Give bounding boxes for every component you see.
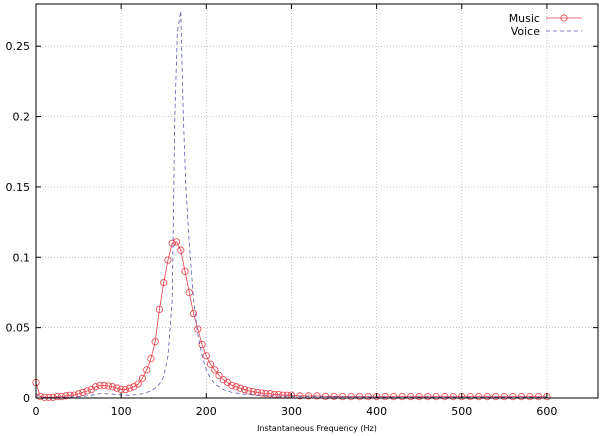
data-point-music — [266, 390, 274, 398]
data-point-music — [164, 256, 172, 264]
data-point-music — [330, 392, 338, 400]
data-point-music — [36, 392, 44, 401]
data-point-music — [104, 382, 112, 390]
series-line-voice — [36, 10, 547, 398]
data-point-music — [432, 392, 440, 401]
data-point-music — [151, 338, 159, 346]
data-point-music — [177, 246, 185, 254]
x-tick-label: 100 — [111, 405, 132, 418]
axis-ticks: 0 100 200 300 400 500 600 0 0.05 0.1 0.15 0.2 0.25 — [6, 4, 598, 418]
series-lines — [32, 10, 551, 401]
legend-marker-music — [560, 14, 568, 22]
data-point-music — [364, 392, 372, 401]
x-tick-label: 400 — [366, 405, 387, 418]
data-point-music — [189, 309, 198, 318]
data-point-music — [534, 392, 542, 401]
data-point-music — [262, 390, 270, 398]
x-tick-label: 300 — [281, 405, 302, 418]
data-point-music — [168, 239, 176, 247]
data-point-music — [500, 392, 508, 401]
data-point-music — [526, 392, 534, 401]
data-point-music — [304, 392, 313, 400]
data-point-music — [313, 392, 321, 400]
data-point-music — [241, 385, 249, 394]
y-tick-label: 0.1 — [13, 251, 31, 264]
data-point-music — [296, 392, 304, 400]
data-point-music — [441, 392, 449, 401]
data-point-music — [517, 392, 525, 401]
data-point-music — [236, 384, 244, 392]
data-point-music — [258, 389, 266, 397]
data-point-music — [338, 392, 347, 401]
y-tick-label: 0.25 — [6, 40, 31, 53]
data-point-music — [172, 238, 181, 246]
legend: Music Voice — [509, 12, 582, 38]
data-point-music — [113, 384, 121, 392]
legend-label-music: Music — [509, 12, 540, 25]
grid-lines — [36, 4, 598, 398]
x-tick-label: 600 — [536, 405, 557, 418]
data-point-music — [194, 325, 202, 333]
y-tick-label: 0.15 — [6, 181, 31, 194]
data-point-music — [198, 340, 206, 349]
data-point-music — [228, 381, 236, 389]
data-point-music — [245, 387, 253, 395]
data-point-music — [415, 392, 423, 401]
series-line-music — [36, 241, 547, 398]
data-point-music — [134, 380, 142, 388]
data-point-music — [62, 392, 70, 400]
data-point-music — [211, 366, 219, 374]
data-point-music — [232, 383, 240, 391]
data-point-music — [155, 305, 164, 313]
data-point-music — [126, 384, 134, 392]
plot-frame — [35, 3, 599, 399]
data-point-music — [398, 392, 406, 401]
legend-label-voice: Voice — [511, 25, 541, 38]
data-point-music — [138, 374, 147, 382]
data-point-music — [40, 393, 49, 401]
data-point-music — [117, 385, 125, 394]
data-point-music — [206, 360, 215, 368]
data-point-music — [143, 366, 151, 374]
data-point-music — [83, 387, 91, 395]
x-axis-label: Instantaneous Frequency (Hz) — [257, 424, 377, 433]
data-point-music — [181, 267, 189, 275]
data-point-music — [424, 392, 432, 401]
data-point-music — [185, 288, 193, 297]
data-point-music — [96, 381, 104, 389]
data-point-music — [407, 392, 415, 401]
y-tick-label: 0.05 — [6, 322, 31, 335]
data-point-music — [215, 371, 223, 380]
data-point-music — [202, 352, 210, 360]
data-point-music — [509, 392, 517, 401]
data-point-music — [381, 392, 389, 401]
data-point-music — [147, 354, 155, 363]
data-point-music — [92, 383, 100, 391]
x-tick-label: 0 — [33, 405, 40, 418]
data-point-music — [109, 383, 117, 391]
x-tick-label: 200 — [196, 405, 217, 418]
data-point-music — [121, 385, 130, 394]
data-point-music — [390, 392, 398, 401]
data-point-music — [79, 388, 87, 396]
data-point-music — [483, 392, 491, 401]
data-point-music — [57, 392, 66, 401]
y-tick-label: 0.2 — [13, 111, 31, 124]
data-point-music — [492, 392, 500, 401]
data-point-music — [466, 392, 474, 401]
data-point-music — [100, 381, 108, 389]
data-point-music — [449, 392, 457, 401]
data-point-music — [160, 279, 168, 287]
data-point-music — [475, 392, 483, 401]
y-tick-label: 0 — [23, 392, 30, 405]
x-tick-label: 500 — [451, 405, 472, 418]
data-point-music — [53, 392, 61, 401]
